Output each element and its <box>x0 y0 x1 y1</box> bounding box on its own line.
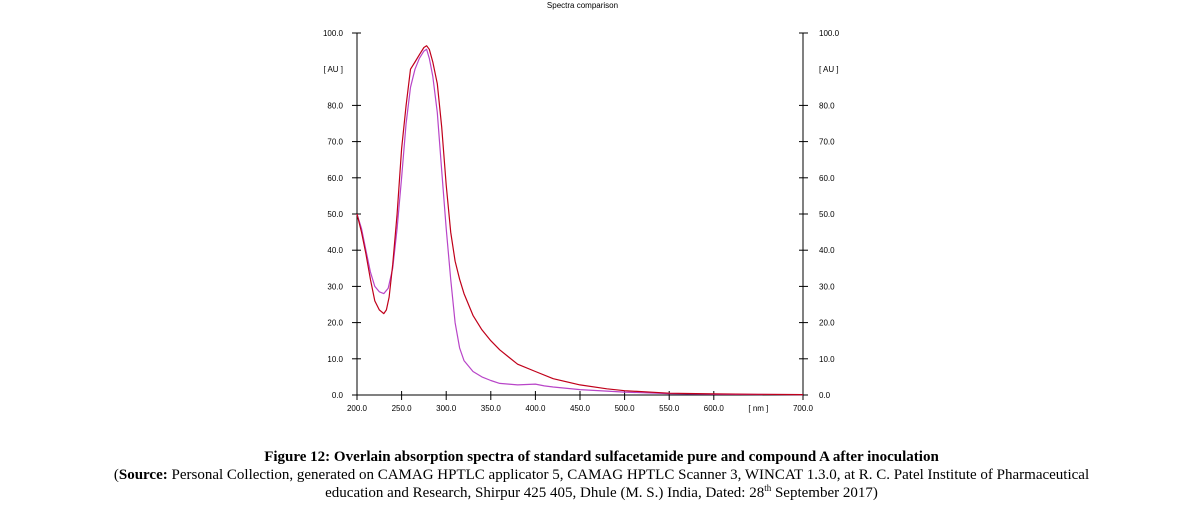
y-tick-label-right: 50.0 <box>819 210 835 219</box>
x-tick-label: 600.0 <box>704 404 725 413</box>
y-tick-label-right: 70.0 <box>819 138 835 147</box>
figure-caption-source: (Source: Personal Collection, generated … <box>0 466 1203 484</box>
y-axis-label-left: [ AU ] <box>323 65 343 74</box>
x-tick-label: 500.0 <box>615 404 636 413</box>
y-tick-label-left: 0.0 <box>332 391 344 400</box>
figure-caption: Figure 12: Overlain absorption spectra o… <box>0 448 1203 502</box>
chart-series <box>356 45 804 396</box>
y-tick-label-left: 60.0 <box>327 174 343 183</box>
x-tick-label: 350.0 <box>481 404 502 413</box>
y-tick-label-right: 10.0 <box>819 355 835 364</box>
y-axis-label-right: [ AU ] <box>819 65 839 74</box>
figure-caption-title: Figure 12: Overlain absorption spectra o… <box>264 449 939 465</box>
source-text: Personal Collection, generated on CAMAG … <box>167 467 1090 483</box>
x-tick-label: 400.0 <box>525 404 546 413</box>
x-tick-label: 700.0 <box>793 404 814 413</box>
x-tick-label: 300.0 <box>436 404 457 413</box>
x-tick-label: 250.0 <box>392 404 413 413</box>
spectra-chart: 0.0 0.0 10.0 10.0 20.0 20.0 30.0 30.0 40.0 40.0 50… <box>323 29 840 413</box>
y-tick-label-left: 10.0 <box>327 355 343 364</box>
y-tick-label-right: 20.0 <box>819 319 835 328</box>
source-line2-text: education and Research, Shirpur 425 405,… <box>325 485 765 501</box>
spectrum-line <box>356 45 804 396</box>
x-tick-label: 550.0 <box>659 404 680 413</box>
y-tick-label-right: 30.0 <box>819 282 835 291</box>
source-superscript: th <box>764 483 772 493</box>
y-tick-label-right: 40.0 <box>819 246 835 255</box>
chart-title: Spectra comparison <box>546 1 619 10</box>
y-tick-label-left: 100.0 <box>323 29 344 38</box>
figure-caption-source-line2: education and Research, Shirpur 425 405,… <box>0 484 1203 502</box>
source-label: Source: <box>118 467 168 483</box>
y-tick-label-right: 60.0 <box>819 174 835 183</box>
y-tick-label-right: 80.0 <box>819 101 835 110</box>
spectrum-line <box>356 48 804 396</box>
y-tick-label-right: 100.0 <box>819 29 840 38</box>
x-tick-label: 200.0 <box>347 404 368 413</box>
x-tick-label: 450.0 <box>570 404 591 413</box>
y-tick-label-right: 0.0 <box>819 391 831 400</box>
x-axis-label: [ nm ] <box>748 404 768 413</box>
y-tick-label-left: 50.0 <box>327 210 343 219</box>
y-tick-label-left: 70.0 <box>327 138 343 147</box>
source-open-paren: ( <box>113 467 119 483</box>
chart-ticks: 0.0 0.0 10.0 10.0 20.0 20.0 30.0 30.0 40.0 40.0 50… <box>323 29 840 413</box>
chart-axes <box>356 33 804 396</box>
source-line2-end: September 2017) <box>771 485 878 501</box>
y-tick-label-left: 40.0 <box>327 246 343 255</box>
y-tick-label-left: 30.0 <box>327 282 343 291</box>
y-tick-label-left: 80.0 <box>327 101 343 110</box>
y-tick-label-left: 20.0 <box>327 319 343 328</box>
